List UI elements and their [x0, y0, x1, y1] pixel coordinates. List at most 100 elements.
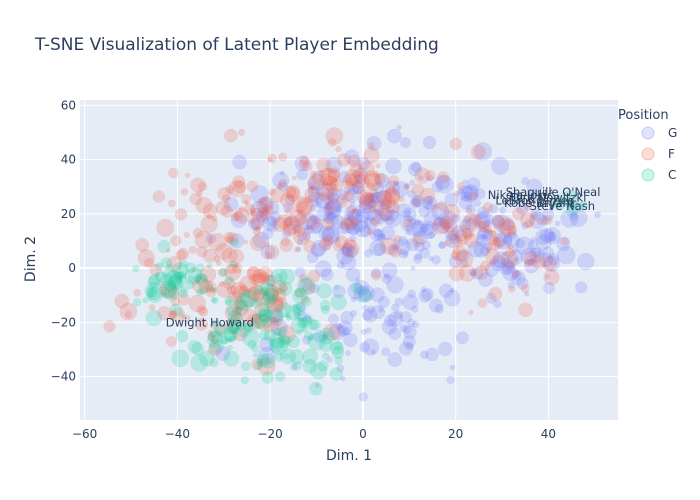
scatter-point-g — [387, 209, 399, 222]
scatter-point-f — [204, 281, 217, 293]
scatter-point-f — [497, 216, 515, 235]
scatter-point-g — [272, 171, 290, 189]
scatter-point-f — [292, 227, 311, 246]
scatter-point-c — [268, 293, 274, 299]
scatter-point-f — [284, 207, 294, 216]
scatter-point-f — [246, 286, 261, 301]
scatter-point-g — [478, 272, 494, 287]
scatter-point-f — [414, 167, 431, 184]
scatter-point-f — [278, 152, 288, 162]
scatter-point-g — [347, 282, 365, 300]
scatter-point-c — [224, 299, 232, 306]
scatter-point-g — [434, 304, 444, 314]
scatter-point-f — [250, 358, 263, 371]
scatter-point-g — [402, 293, 419, 311]
scatter-point-f — [411, 234, 424, 248]
scatter-point-c — [333, 341, 343, 351]
scatter-point-f — [322, 234, 335, 247]
scatter-point-g — [379, 204, 385, 210]
scatter-point-g — [436, 220, 450, 234]
scatter-point-g — [484, 218, 492, 226]
scatter-point-g — [295, 301, 307, 313]
scatter-point-g — [322, 212, 335, 224]
scatter-point-g — [464, 204, 476, 215]
scatter-point-g — [337, 221, 350, 235]
scatter-point-g — [391, 303, 400, 312]
scatter-point-c — [146, 286, 163, 304]
scatter-point-f — [523, 202, 532, 211]
scatter-point-g — [462, 184, 480, 201]
scatter-point-g — [279, 170, 285, 176]
scatter-point-f — [389, 244, 402, 258]
scatter-point-f — [491, 215, 506, 229]
scatter-point-c — [198, 350, 215, 367]
scatter-point-g — [463, 215, 472, 224]
scatter-point-c — [294, 288, 304, 299]
scatter-point-f — [294, 212, 307, 226]
scatter-point-g — [539, 215, 550, 226]
scatter-point-f — [171, 307, 186, 322]
scatter-point-g — [358, 195, 374, 211]
scatter-point-g — [449, 287, 455, 293]
scatter-point-g — [570, 200, 579, 209]
scatter-point-g — [381, 347, 391, 357]
scatter-point-f — [133, 288, 142, 297]
scatter-point-f — [248, 218, 255, 225]
scatter-point-f — [224, 304, 242, 322]
legend[interactable]: Position GFC — [618, 108, 677, 182]
scatter-point-f — [457, 182, 465, 191]
scatter-point-c — [278, 281, 293, 296]
scatter-point-f — [358, 191, 377, 210]
scatter-point-f — [241, 194, 252, 205]
scatter-point-c — [322, 334, 330, 341]
scatter-point-f — [324, 168, 332, 175]
scatter-point-f — [197, 181, 208, 192]
scatter-point-c — [285, 315, 292, 321]
scatter-point-f — [276, 214, 293, 230]
scatter-point-c — [296, 316, 308, 329]
scatter-point-g — [388, 327, 402, 341]
scatter-point-c — [227, 345, 233, 351]
scatter-point-f — [323, 323, 341, 341]
scatter-point-f — [232, 284, 251, 304]
scatter-point-c — [211, 296, 219, 304]
scatter-point-g — [308, 182, 316, 190]
scatter-point-g — [473, 142, 493, 161]
scatter-point-c — [329, 340, 344, 356]
scatter-point-f — [223, 128, 238, 143]
scatter-point-c — [565, 201, 574, 210]
scatter-point-g — [376, 217, 385, 225]
scatter-point-f — [244, 203, 256, 216]
scatter-point-f — [330, 179, 344, 192]
scatter-point-f — [168, 167, 179, 179]
scatter-point-c — [289, 349, 305, 365]
scatter-point-c — [249, 321, 255, 327]
scatter-point-c — [179, 285, 188, 294]
legend-label-f: F — [668, 147, 675, 161]
scatter-point-g — [323, 202, 332, 211]
scatter-point-g — [547, 231, 557, 242]
scatter-point-g — [335, 323, 343, 331]
scatter-point-g — [340, 254, 357, 271]
scatter-point-f — [207, 342, 222, 357]
scatter-point-f — [170, 235, 182, 247]
scatter-point-g — [404, 228, 412, 236]
scatter-point-g — [205, 233, 217, 244]
scatter-point-g — [252, 231, 270, 249]
scatter-point-g — [269, 211, 281, 223]
scatter-point-c — [239, 289, 258, 308]
scatter-point-g — [424, 210, 440, 227]
scatter-point-f — [293, 246, 301, 253]
scatter-point-g — [344, 216, 363, 235]
scatter-point-f — [327, 166, 341, 180]
scatter-point-g — [314, 383, 320, 388]
scatter-point-g — [250, 185, 269, 204]
scatter-point-g — [422, 135, 437, 150]
scatter-point-g — [422, 195, 438, 211]
scatter-point-f — [432, 216, 450, 235]
scatter-point-f — [412, 197, 422, 207]
scatter-point-f — [344, 177, 355, 188]
scatter-point-f — [381, 190, 387, 196]
scatter-point-c — [228, 335, 236, 342]
scatter-point-g — [502, 250, 508, 256]
